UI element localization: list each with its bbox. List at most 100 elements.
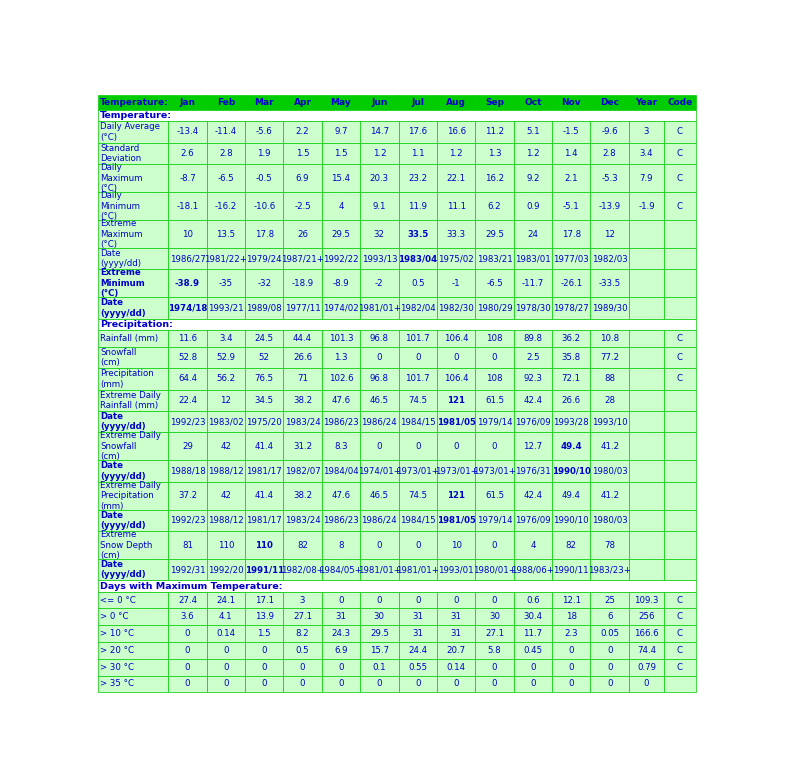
Bar [168, 482, 207, 509]
Bar [590, 95, 629, 110]
Bar [98, 192, 168, 220]
Text: 1976/09: 1976/09 [515, 516, 551, 525]
Bar [629, 121, 664, 143]
Text: 1989/30: 1989/30 [592, 303, 627, 313]
Bar [629, 411, 664, 432]
Text: Days with Maximum Temperature:: Days with Maximum Temperature: [100, 582, 283, 590]
Bar [321, 411, 360, 432]
Text: 110: 110 [218, 541, 234, 550]
Text: 44.4: 44.4 [293, 334, 312, 343]
Bar [629, 432, 664, 460]
Bar [514, 368, 552, 389]
Text: 0: 0 [376, 353, 382, 362]
Text: 1976/09: 1976/09 [515, 417, 551, 426]
Bar [360, 626, 399, 642]
Bar [629, 330, 664, 347]
Text: Jun: Jun [371, 98, 387, 107]
Text: 1988/12: 1988/12 [208, 466, 244, 476]
Bar [399, 164, 437, 192]
Bar [245, 389, 284, 411]
Text: 71: 71 [297, 374, 308, 383]
Text: 9.7: 9.7 [334, 127, 347, 136]
Bar [321, 482, 360, 509]
Bar [629, 389, 664, 411]
Text: 110: 110 [255, 541, 274, 550]
Text: 41.2: 41.2 [600, 491, 619, 500]
Text: 12.1: 12.1 [562, 595, 581, 604]
Bar [98, 608, 168, 626]
Text: 106.4: 106.4 [444, 334, 468, 343]
Text: 13.9: 13.9 [255, 612, 274, 622]
Bar [590, 659, 629, 675]
Text: 106.4: 106.4 [444, 374, 468, 383]
Text: 0: 0 [376, 541, 382, 550]
Bar [476, 626, 514, 642]
Bar [664, 121, 696, 143]
Text: 0: 0 [262, 663, 267, 672]
Text: 15.7: 15.7 [369, 646, 389, 655]
Bar [476, 460, 514, 482]
Text: 5.1: 5.1 [526, 127, 540, 136]
Bar [360, 269, 399, 297]
Bar [245, 626, 284, 642]
Text: -8.7: -8.7 [179, 173, 196, 183]
Text: 36.2: 36.2 [562, 334, 581, 343]
Text: 1.9: 1.9 [258, 149, 271, 158]
Bar [437, 143, 476, 164]
Bar [321, 164, 360, 192]
Text: 0: 0 [376, 679, 382, 689]
Text: 1977/11: 1977/11 [285, 303, 321, 313]
Bar [590, 675, 629, 693]
Text: Date
(yyyy/dd): Date (yyyy/dd) [100, 249, 141, 268]
Bar [168, 531, 207, 559]
Text: 1.2: 1.2 [450, 149, 463, 158]
Text: 29.5: 29.5 [485, 229, 504, 239]
Bar [321, 626, 360, 642]
Bar [476, 143, 514, 164]
Text: 101.3: 101.3 [329, 334, 354, 343]
Bar [514, 626, 552, 642]
Bar [360, 642, 399, 659]
Bar [207, 95, 245, 110]
Bar [629, 591, 664, 608]
Text: -16.2: -16.2 [215, 201, 237, 211]
Text: 1993/01: 1993/01 [439, 566, 474, 574]
Text: 0: 0 [223, 646, 229, 655]
Text: 31: 31 [336, 612, 347, 622]
Bar [476, 347, 514, 368]
Bar [245, 297, 284, 319]
Text: 1982/08+: 1982/08+ [281, 566, 324, 574]
Text: 22.4: 22.4 [178, 395, 197, 405]
Text: 1982/07: 1982/07 [285, 466, 321, 476]
Bar [321, 330, 360, 347]
Bar [207, 297, 245, 319]
Bar [98, 559, 168, 580]
Text: 3.4: 3.4 [640, 149, 653, 158]
Text: Daily Average
(°C): Daily Average (°C) [100, 122, 160, 142]
Bar [514, 164, 552, 192]
Bar [476, 531, 514, 559]
Text: Snowfall
(cm): Snowfall (cm) [100, 348, 137, 367]
Bar [629, 143, 664, 164]
Text: Precipitation:: Precipitation: [100, 320, 173, 329]
Text: 0: 0 [492, 353, 498, 362]
Text: 1990/10: 1990/10 [553, 516, 589, 525]
Bar [664, 411, 696, 432]
Bar [284, 330, 321, 347]
Bar [590, 432, 629, 460]
Text: 1990/11: 1990/11 [553, 566, 589, 574]
Bar [284, 482, 321, 509]
Text: 0: 0 [454, 353, 459, 362]
Bar [360, 347, 399, 368]
Text: 0: 0 [568, 663, 574, 672]
Text: 1981/05: 1981/05 [437, 516, 476, 525]
Text: > 35 °C: > 35 °C [100, 679, 134, 689]
Bar [552, 297, 590, 319]
Text: 23.2: 23.2 [408, 173, 428, 183]
Text: -5.3: -5.3 [601, 173, 618, 183]
Text: 74.5: 74.5 [408, 491, 428, 500]
Text: 1977/03: 1977/03 [553, 254, 590, 263]
Text: Extreme
Maximum
(°C): Extreme Maximum (°C) [100, 219, 142, 249]
Bar [629, 347, 664, 368]
Bar [98, 347, 168, 368]
